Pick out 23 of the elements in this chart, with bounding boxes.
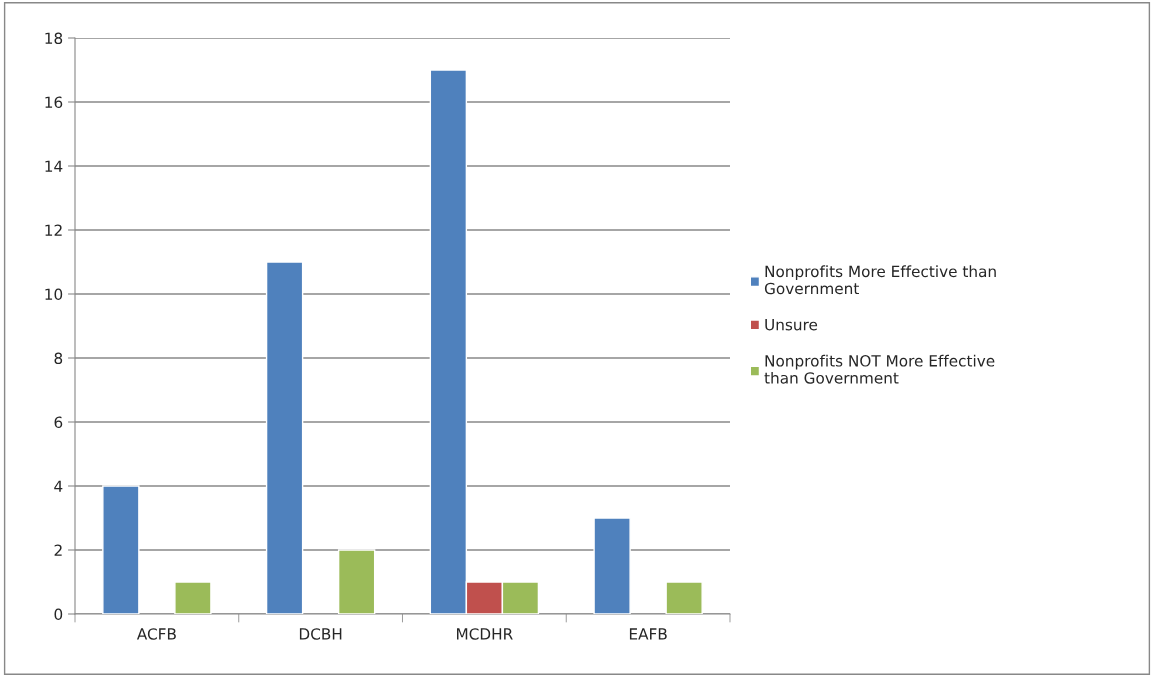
y-tick-label: 6 <box>54 416 63 429</box>
x-tick-label: MCDHR <box>457 628 513 640</box>
legend-label: Nonprofits More Effective than Government <box>764 265 996 295</box>
y-tick-label: 4 <box>54 480 63 492</box>
y-tick-label: 0 <box>54 608 63 621</box>
y-tick-label: 12 <box>45 224 62 236</box>
x-tick-label: EAFB <box>629 628 667 640</box>
bar <box>665 581 703 614</box>
bar <box>102 485 140 614</box>
x-tick-label: DCBH <box>299 628 342 640</box>
bar <box>593 517 631 614</box>
bar <box>337 549 376 614</box>
y-tick-label: 8 <box>54 352 63 365</box>
bar <box>265 261 304 614</box>
y-tick-label: 18 <box>45 32 63 45</box>
y-tick-label: 2 <box>54 544 62 556</box>
legend-label: Nonprofits NOT More Effective than Government <box>764 354 995 384</box>
x-tick-label: ACFB <box>136 628 176 640</box>
y-tick-label: 16 <box>45 96 63 109</box>
y-tick-label: 10 <box>45 288 63 301</box>
legend-label: Unsure <box>765 319 818 331</box>
bar <box>174 581 212 614</box>
y-tick-label: 14 <box>45 160 63 172</box>
